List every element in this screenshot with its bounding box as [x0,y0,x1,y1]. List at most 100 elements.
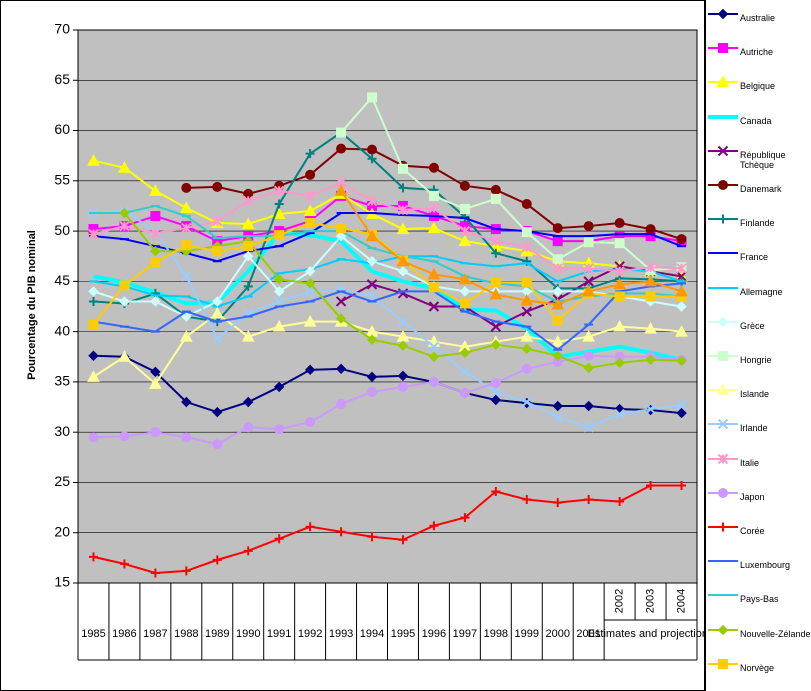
marker [521,227,532,238]
marker [490,339,502,350]
marker [396,222,410,235]
marker [646,480,656,490]
marker [645,224,656,235]
x-tick-label: 2002 [614,589,626,613]
marker [490,193,501,204]
marker [490,184,501,195]
legend-label: France [740,252,769,263]
marker [675,284,688,297]
legend-label: Canada [740,115,772,126]
marker [676,234,687,245]
legend-swatch [708,522,738,532]
legend-label: Autriche [740,47,774,58]
legend-swatch [708,419,738,430]
marker [717,145,729,157]
marker [520,330,534,342]
series-line [93,209,682,429]
marker [613,320,626,332]
marker [119,296,130,307]
plot-area [77,29,698,584]
legend-swatch [708,453,738,464]
marker [149,377,162,389]
x-tick-label: 1986 [112,628,136,640]
marker [718,43,728,54]
marker [614,266,625,277]
marker [716,383,730,396]
series-line [92,312,682,386]
marker [398,535,408,545]
series-line [93,159,682,278]
marker [304,266,316,277]
marker [150,245,161,257]
marker [490,386,502,398]
legend-entry: Nouvelle-Zélande [706,620,811,650]
marker [150,227,161,239]
marker [489,287,503,300]
marker [552,263,563,274]
x-tick-label: 1997 [453,628,477,640]
marker [243,281,253,291]
marker [552,315,563,326]
marker [118,350,131,362]
legend-swatch [708,658,738,669]
legend-entry: France [706,243,811,273]
marker [428,202,440,214]
legend-label: Danemark [740,184,782,194]
marker [427,267,441,280]
legend-swatch [708,286,738,289]
marker [212,246,223,257]
marker [367,532,377,542]
marker [521,241,532,253]
legend-entry: Norvège [706,654,811,684]
marker [583,421,594,433]
marker [273,296,285,307]
marker [335,230,347,242]
marker [397,163,408,174]
marker [336,399,347,410]
x-tick-label: 2000 [545,628,569,640]
marker [367,386,378,397]
marker [428,376,439,387]
marker [212,406,223,418]
x-tick-label: 1985 [81,628,105,640]
marker [583,263,594,274]
marker [150,427,161,438]
marker [273,274,285,285]
marker [718,487,728,498]
marker [367,154,377,164]
marker [583,350,594,361]
y-tick-label: 35 [54,373,70,389]
marker [87,370,100,382]
marker [150,296,161,307]
marker [553,498,563,508]
legend-label: Hongrie [740,355,772,365]
annotation: Estimates and projections [588,628,705,640]
marker [676,271,687,282]
series-line [92,222,682,326]
legend-entry: Hongrie [706,346,811,376]
marker [305,522,315,532]
marker [717,624,729,635]
x-tick-label: 1995 [391,628,415,640]
marker [428,190,439,201]
legend-swatch [708,560,738,563]
legend-entry: Grèce [706,312,811,342]
marker [459,203,470,214]
marker [428,282,439,293]
marker [366,334,378,345]
marker [119,559,129,569]
legend-swatch [708,145,738,157]
series-line [93,255,682,308]
x-tick-label: 2003 [644,589,656,613]
legend-swatch [708,8,738,20]
legend-entry: Autriche [706,38,811,68]
legend: Australie Autriche Belgique Canada Républiqu… [705,0,811,691]
marker [335,363,347,375]
marker [676,355,687,367]
marker [336,223,347,234]
marker [241,330,255,342]
marker [429,521,439,531]
y-tick-label: 40 [54,322,70,338]
marker [367,144,378,155]
